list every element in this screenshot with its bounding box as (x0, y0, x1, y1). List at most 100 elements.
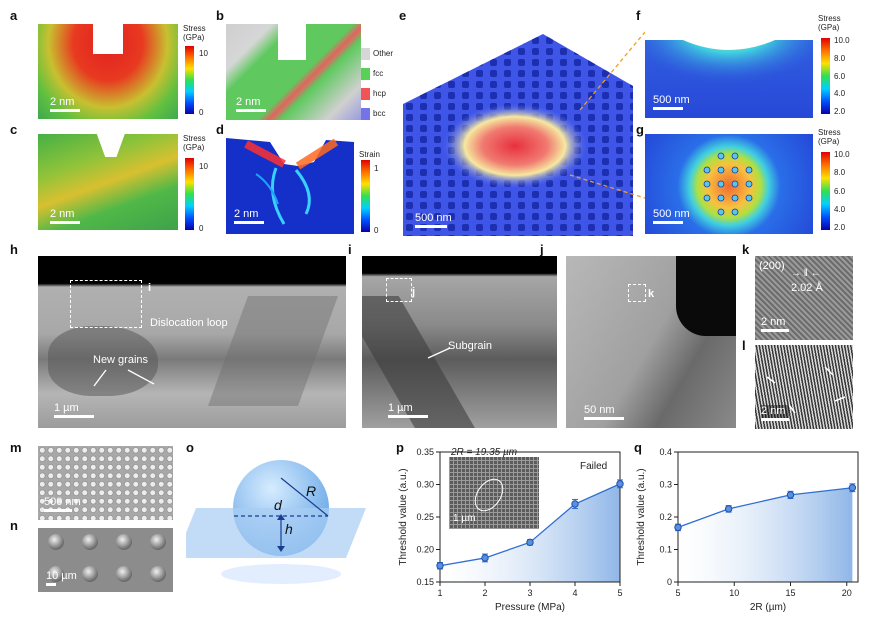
x-tick-label: 5 (675, 588, 680, 598)
x-tick-label: 2 (482, 588, 487, 598)
stress-section-f: 500 nm (645, 32, 813, 118)
colorbar-d-tick-min: 0 (374, 226, 379, 235)
colorbar-f-tick: 6.0 (834, 71, 846, 81)
tem-image-i: j Subgrain 1 µm (362, 256, 557, 428)
stress-3d-e: 500 nm (403, 24, 633, 236)
data-point (526, 538, 534, 547)
notch-b (278, 24, 306, 60)
scalebar-g: 500 nm (653, 208, 690, 224)
series-line (677, 487, 853, 529)
zoom-box-i-label: i (148, 282, 152, 294)
x-tick-label: 20 (842, 588, 852, 598)
zoom-box-j-label: j (412, 286, 416, 298)
stress-map-c: 2 nm (38, 134, 178, 230)
scalebar-l: 2 nm (761, 405, 789, 421)
panel-g-label: g (636, 122, 644, 137)
y-axis-label: Threshold value (a.u.) (636, 468, 647, 565)
pillar-array-3d (403, 34, 633, 236)
x-tick-label: 1 (437, 588, 442, 598)
colorbar-g-tick: 10.0 (834, 150, 850, 159)
data-point (616, 480, 624, 488)
label-d: d (274, 497, 283, 513)
legend-fcc: fcc (361, 64, 393, 84)
colorbar-a-tick-min: 0 (199, 108, 204, 117)
colorbar-f (821, 38, 830, 114)
grain-region (48, 326, 158, 396)
data-point (724, 505, 733, 513)
dislocation-arrows (766, 366, 846, 414)
colorbar-d-title: Strain (359, 150, 380, 159)
y-tick-label: 0.30 (416, 480, 434, 490)
legend-other: Other (361, 44, 393, 64)
panel-k-label: k (742, 242, 750, 257)
colorbar-c (185, 158, 194, 230)
lattice-spacing: 2.02 Å (791, 282, 823, 294)
panel-n-label: n (10, 518, 18, 533)
scalebar-c: 2 nm (50, 208, 80, 224)
vacuum-region (676, 256, 736, 336)
scalebar-j: 50 nm (584, 404, 624, 420)
scalebar-a: 2 nm (50, 96, 80, 112)
colorbar-c-tick-min: 0 (199, 224, 204, 233)
new-grains-annotation: New grains (93, 354, 149, 366)
dislocation-loop-annotation: Dislocation loop (150, 317, 228, 329)
colorbar-c-tick-max: 10 (199, 162, 208, 171)
section-profile (645, 32, 813, 118)
sem-domes-n: 10 µm (38, 528, 173, 592)
scalebar-n: 10 µm (46, 570, 77, 586)
zoom-box-j (386, 278, 412, 302)
legend-b: Other fcc hcp bcc (361, 44, 393, 124)
structure-map-b: 2 nm (226, 24, 361, 120)
stress-top-g: 500 nm (645, 134, 813, 234)
y-tick-label: 0.2 (659, 512, 672, 522)
subgrain-arrow (427, 347, 451, 359)
x-axis-label: Pressure (MPa) (495, 602, 565, 613)
inset-scalebar: 1 µm (453, 513, 476, 524)
spacing-arrows: → ‖ ← (791, 268, 821, 279)
strain-map-d: 2 nm (226, 134, 354, 234)
colorbar-f-tick: 10.0 (834, 36, 850, 45)
x-tick-label: 5 (617, 588, 622, 598)
failed-annotation: Failed (580, 461, 608, 472)
tem-image-h: i Dislocation loop New grains 1 µm (38, 256, 346, 428)
colorbar-g (821, 152, 830, 230)
notch-a (93, 24, 123, 54)
panel-f-label: f (636, 8, 641, 23)
panel-l-label: l (742, 338, 746, 353)
data-point (848, 484, 857, 492)
x-tick-label: 4 (572, 588, 577, 598)
scalebar-b: 2 nm (236, 96, 266, 112)
panel-q-label: q (634, 440, 642, 455)
ifft-image-l: 2 nm (755, 345, 853, 429)
colorbar-f-title: Stress (GPa) (818, 14, 841, 32)
colorbar-g-tick: 6.0 (834, 186, 846, 196)
colorbar-g-ticks: 10.0 8.0 6.0 4.0 2.0 (834, 150, 850, 232)
dome-array (48, 534, 166, 582)
data-point (481, 554, 489, 562)
stress-map-a: 2 nm (38, 24, 178, 119)
colorbar-g-tick: 4.0 (834, 204, 846, 214)
zoom-box-i (70, 280, 142, 328)
plane-index: (200) (759, 260, 785, 272)
colorbar-f-tick: 8.0 (834, 53, 846, 63)
scalebar-f: 500 nm (653, 94, 690, 110)
panel-e-label: e (399, 8, 407, 23)
panel-h-label: h (10, 242, 18, 257)
panel-p-label: p (396, 440, 404, 455)
colorbar-d (361, 160, 370, 232)
sem-pillar-array-m: 500 nm (38, 446, 173, 520)
data-point (674, 523, 682, 532)
panel-o-label: o (186, 440, 194, 455)
chart-p: 0.15 0.20 0.25 0.30 0.35 1 2 3 4 5 Pressure (MPa) T… (398, 447, 624, 613)
legend-bcc: bcc (361, 104, 393, 124)
y-tick-label: 0.20 (416, 545, 434, 555)
panel-i-label: i (348, 242, 352, 257)
colorbar-d-tick-max: 1 (374, 164, 379, 173)
inset-title: 2R = 19.35 µm (451, 447, 518, 458)
legend-hcp: hcp (361, 84, 393, 104)
zoom-guide-lines (569, 31, 646, 199)
panel-j-label: j (540, 242, 544, 257)
strain-bands (226, 134, 354, 225)
zoom-box-k-label: k (648, 288, 655, 300)
label-h: h (285, 521, 293, 537)
